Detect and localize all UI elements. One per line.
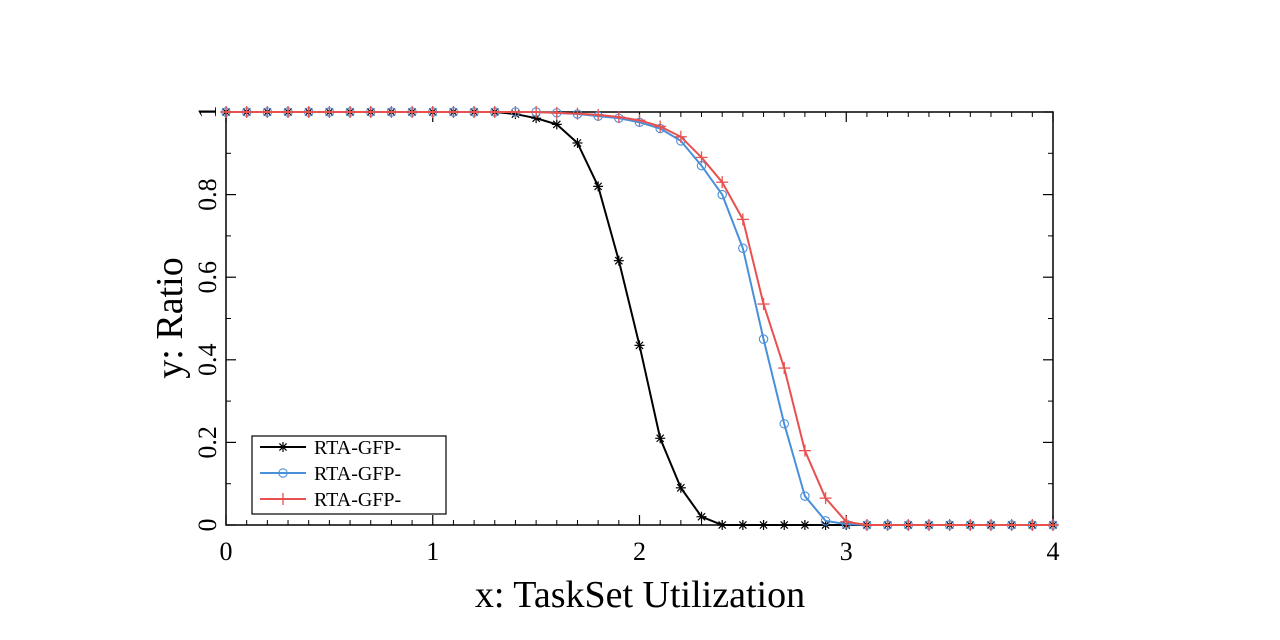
data-point [716,176,729,189]
y-tick-label: 0.2 [193,426,222,459]
data-point [530,106,543,118]
x-tick-label: 4 [1047,537,1060,566]
data-point [612,110,625,123]
data-point [323,106,336,118]
data-point [738,243,748,254]
data-point [674,130,687,143]
data-point [613,255,624,266]
legend-label: RTA-GFP- [314,463,401,485]
data-point [717,189,727,200]
data-point [592,108,605,121]
data-point [364,106,377,118]
data-point [820,516,831,526]
data-point [278,442,288,452]
data-point [800,491,810,501]
data-point [736,213,749,226]
series-3 [220,106,1059,531]
data-point [509,106,522,118]
data-point [447,106,460,118]
data-point [922,519,935,531]
data-point [737,520,748,530]
data-point [344,106,357,118]
y-axis-title: y: Ratio [149,257,191,378]
data-point [881,519,894,531]
data-point [675,482,686,493]
data-point [385,106,398,118]
legend: RTA-GFP- RTA-GFP- RTA-GFP- [251,435,447,515]
data-point [758,334,769,344]
data-point [220,106,232,118]
x-tick-label: 3 [840,537,853,566]
y-tick-label: 1 [193,106,222,119]
data-point [902,519,915,531]
data-point [860,519,873,531]
x-axis-title: x: TaskSet Utilization [475,574,805,616]
data-point [779,520,790,530]
data-point [943,519,956,531]
data-point [758,520,769,530]
data-point [1026,519,1039,531]
y-tick-label: 0.6 [193,261,222,294]
data-point [654,120,667,133]
x-tick-label: 2 [633,537,646,566]
data-point [1047,519,1059,531]
series-layer [220,106,1059,531]
data-point [757,298,770,311]
data-point [550,106,563,119]
data-point [282,106,295,118]
data-point [551,119,562,130]
data-point [634,340,645,351]
data-point [488,106,501,118]
legend-label: RTA-GFP- [314,489,401,511]
data-point [633,114,646,127]
legend-entry: RTA-GFP- [260,437,401,459]
x-tick-label: 1 [426,537,439,566]
data-point [695,151,708,164]
data-point [799,520,810,530]
data-point [655,433,666,444]
y-axis: 0 0.2 0.4 0.6 0.8 1 [193,106,1053,532]
data-point [778,362,791,375]
y-tick-label: 0 [193,519,222,532]
data-point [964,519,977,531]
y-tick-label: 0.4 [193,344,222,377]
data-point [798,444,811,457]
y-tick-label: 0.8 [193,178,222,211]
data-point [261,106,274,118]
x-tick-label: 0 [220,537,233,566]
data-point [819,492,832,505]
legend-label: RTA-GFP- [314,437,401,459]
data-point [593,181,604,192]
legend-entry: RTA-GFP- [260,489,401,511]
data-point [426,106,439,118]
data-point [571,107,584,120]
data-point [406,106,419,118]
data-point [240,106,253,118]
data-point [696,511,707,522]
legend-entry: RTA-GFP- [260,463,401,485]
data-point [468,106,481,118]
data-point [984,519,997,531]
data-point [840,515,853,528]
data-point [1005,519,1018,531]
data-point [302,106,315,118]
data-point [717,520,728,530]
data-point [779,419,789,429]
data-point [572,137,583,148]
data-point [277,493,289,505]
data-point [278,468,288,478]
